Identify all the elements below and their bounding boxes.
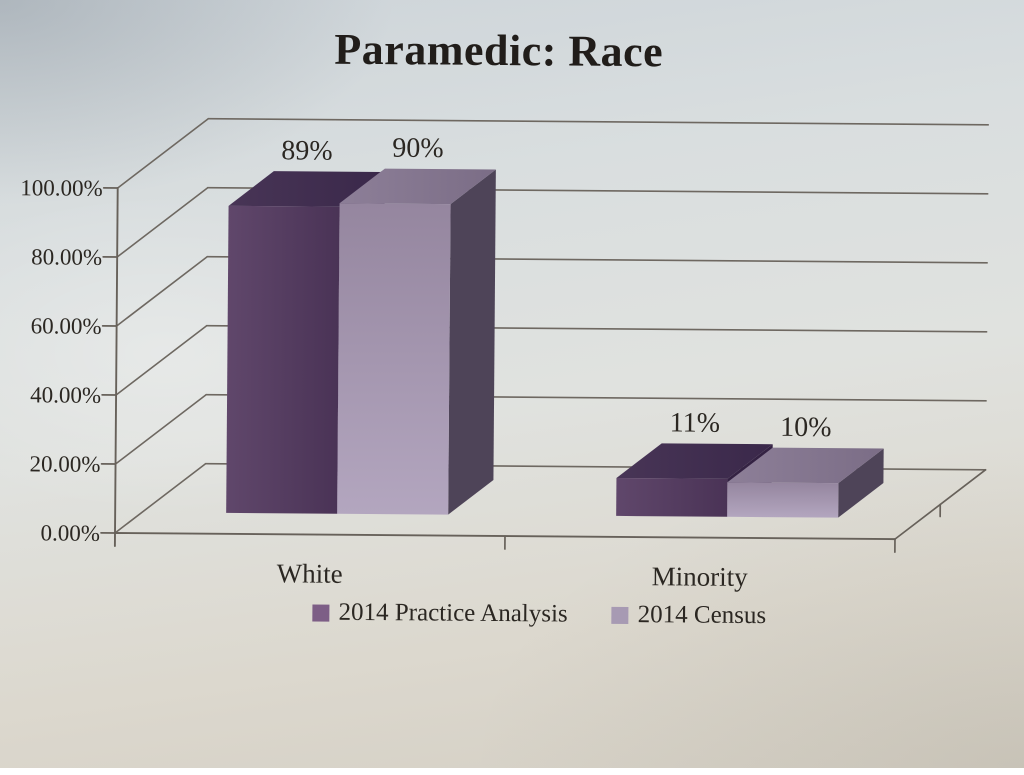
grid-connector-20 bbox=[116, 394, 207, 465]
bar-chart-3d: 0.00% 20.00% 40.00% 60.00% 80.00% 100.00% 89% 9… bbox=[0, 0, 1024, 607]
y-axis-tick-label-100: 100.00% bbox=[20, 175, 103, 201]
category-label-minority: Minority bbox=[652, 561, 749, 592]
category-label-white: White bbox=[277, 558, 343, 589]
y-axis-line bbox=[115, 188, 118, 546]
legend-label-practice-analysis: 2014 Practice Analysis bbox=[338, 599, 567, 629]
legend-item-census: 2014 Census bbox=[612, 601, 767, 630]
bar-white-2014-census-value-label: 90% bbox=[392, 133, 444, 164]
gridline-100 bbox=[208, 119, 988, 125]
bar-white-2014-practice-analysis-value-label: 89% bbox=[281, 135, 333, 166]
grid-connector-80 bbox=[117, 187, 208, 258]
bar-white-2014-census-front bbox=[337, 203, 450, 514]
grid-connector-40 bbox=[116, 325, 207, 396]
y-axis-tick-label-20: 20.00% bbox=[30, 451, 101, 477]
bar-white-2014-practice-analysis-front bbox=[226, 206, 339, 514]
y-axis-tick-label-60: 60.00% bbox=[31, 313, 102, 339]
bar-minority-2014-practice-analysis-front bbox=[616, 478, 727, 517]
bar-white-2014-census-side bbox=[448, 169, 496, 515]
grid-connector-100 bbox=[118, 118, 209, 189]
bar-minority-2014-census-front bbox=[727, 482, 838, 517]
bar-minority-2014-practice-analysis-value-label: 11% bbox=[670, 407, 721, 438]
grid-connector-0 bbox=[115, 463, 206, 534]
legend-swatch-practice-analysis bbox=[313, 604, 330, 621]
legend-label-census: 2014 Census bbox=[638, 601, 767, 630]
y-axis-tick-label-40: 40.00% bbox=[30, 382, 101, 408]
y-axis-tick-label-80: 80.00% bbox=[31, 244, 102, 270]
legend-item-practice-analysis: 2014 Practice Analysis bbox=[312, 599, 567, 629]
bar-minority-2014-census-value-label: 10% bbox=[780, 412, 832, 443]
y-axis-tick-label-0: 0.00% bbox=[40, 520, 100, 545]
legend-swatch-census bbox=[612, 606, 629, 623]
grid-connector-60 bbox=[117, 256, 208, 327]
